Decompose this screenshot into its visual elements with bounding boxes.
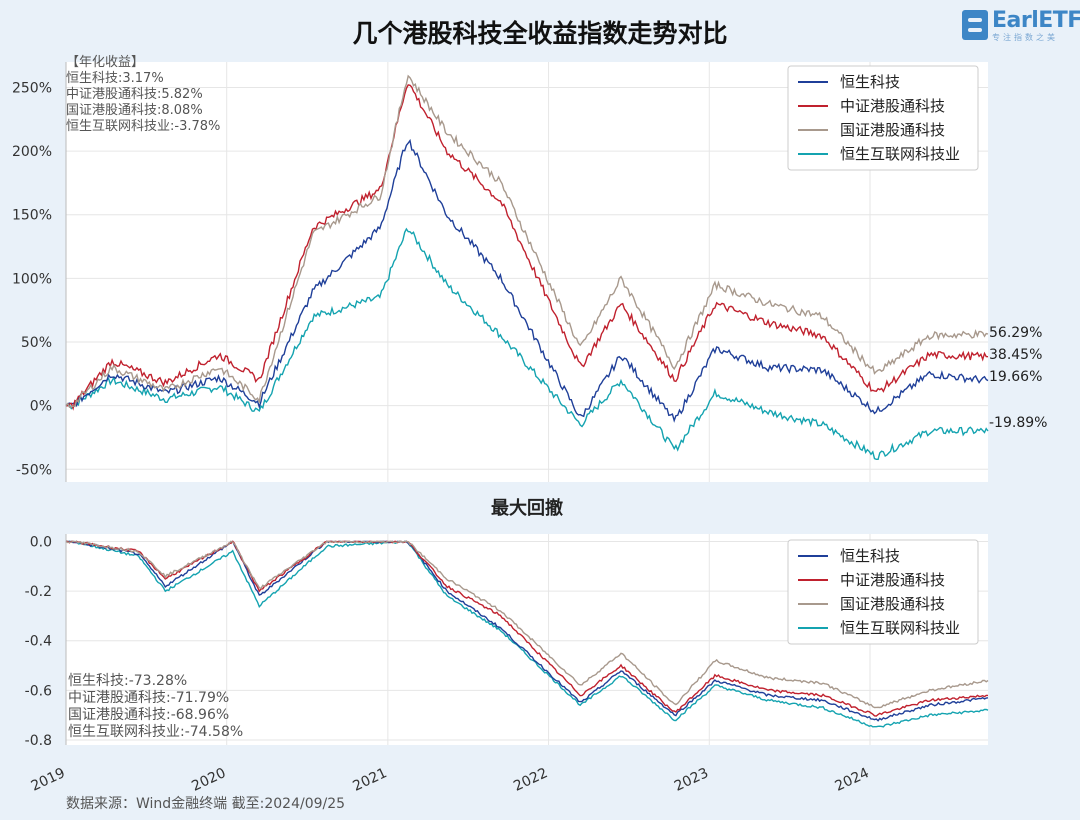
end-value-label: 56.29%: [989, 325, 1042, 341]
y-tick-label: 150%: [12, 208, 52, 224]
y-tick-label: 250%: [12, 80, 52, 96]
x-tick-label: 2022: [511, 765, 550, 795]
end-value-label: 19.66%: [989, 369, 1042, 385]
annual-return-item: 中证港股通科技:5.82%: [66, 87, 203, 102]
earletf-logo: EarlETF 专注指数之美: [962, 8, 1080, 44]
series-line-2: [66, 540, 988, 717]
y-tick-label: -0.2: [25, 584, 52, 600]
legend-label: 恒生科技: [840, 73, 900, 91]
legend-label: 恒生科技: [840, 547, 900, 565]
x-tick-label: 2019: [29, 765, 68, 795]
annual-return-item: 国证港股通科技:8.08%: [66, 103, 203, 118]
annual-return-title: 【年化收益】: [66, 55, 144, 70]
legend-box: [787, 65, 979, 171]
legend-label: 中证港股通科技: [840, 97, 945, 115]
y-tick-label: -50%: [16, 462, 52, 478]
legend-label: 国证港股通科技: [840, 121, 945, 139]
series-line-4: [65, 227, 989, 460]
annual-return-item: 恒生互联网科技业:-3.78%: [66, 119, 220, 134]
legend-label: 恒生互联网科技业: [840, 145, 960, 163]
y-tick-label: -0.6: [25, 683, 52, 699]
y-tick-label: 100%: [12, 271, 52, 287]
end-value-label: -19.89%: [989, 415, 1047, 431]
logo-mark-icon: [962, 10, 988, 40]
max-drawdown-item: 恒生互联网科技业:-74.58%: [68, 724, 243, 740]
y-tick-label: -0.8: [25, 733, 52, 749]
annual-return-item: 恒生科技:3.17%: [66, 71, 164, 86]
logo-subtext: 专注指数之美: [992, 33, 1058, 42]
chart-title: 几个港股科技全收益指数走势对比: [352, 19, 728, 48]
legend-box: [787, 539, 979, 645]
series-line-3: [65, 540, 989, 709]
x-tick-label: 2024: [833, 765, 872, 795]
x-tick-label: 2023: [672, 765, 711, 795]
series-line-1: [65, 138, 989, 423]
logo-text: EarlETF: [992, 8, 1080, 33]
x-tick-label: 2021: [350, 765, 389, 795]
data-source-note: 数据来源：Wind金融终端 截至:2024/09/25: [66, 796, 346, 812]
max-drawdown-item: 国证港股通科技:-68.96%: [68, 707, 229, 723]
return-chart: 250%200%150%100%50%0%-50%恒生科技中证港股通科技国证港股…: [12, 55, 1047, 482]
x-tick-label: 2020: [189, 765, 228, 795]
series-line-4: [66, 540, 989, 728]
series-line-3: [65, 74, 989, 408]
end-value-label: 38.45%: [989, 347, 1042, 363]
max-drawdown-item: 中证港股通科技:-71.79%: [68, 690, 229, 706]
max-drawdown-item: 恒生科技:-73.28%: [68, 673, 187, 689]
drawdown-title: 最大回撤: [491, 497, 563, 519]
legend-label: 国证港股通科技: [840, 595, 945, 613]
series-line-2: [65, 84, 989, 411]
y-tick-label: 0%: [30, 399, 52, 415]
y-tick-label: 50%: [21, 335, 52, 351]
drawdown-chart: 0.0 -0.2 -0.4 -0.6 -0.8 2019 2020 2021 2022 2023 2…: [25, 497, 989, 795]
y-tick-label: 200%: [12, 144, 52, 160]
y-tick-label: -0.4: [25, 634, 52, 650]
legend-label: 中证港股通科技: [840, 571, 945, 589]
legend-label: 恒生互联网科技业: [840, 619, 960, 637]
y-tick-label: 0.0: [30, 534, 52, 550]
